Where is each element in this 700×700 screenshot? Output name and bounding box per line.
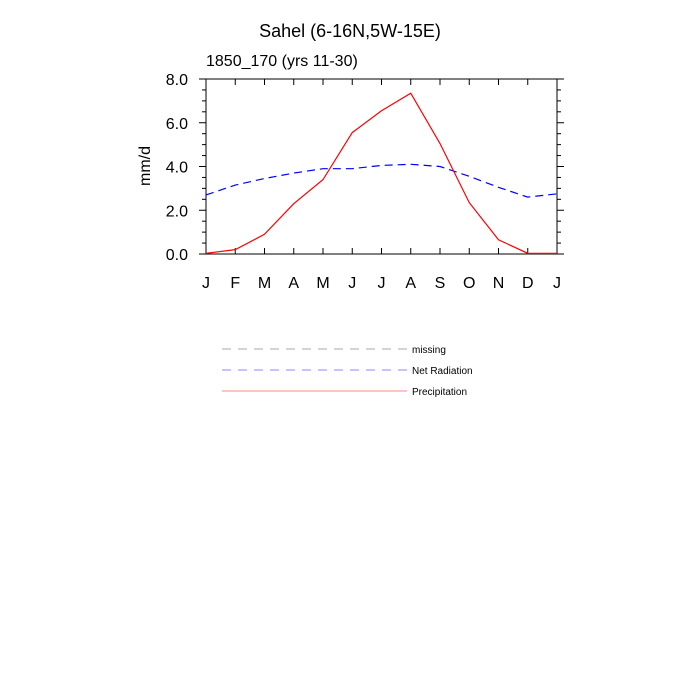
y-tick-label: 4.0 <box>166 160 188 177</box>
axis-ticks <box>199 78 564 255</box>
x-tick-label: J <box>553 275 561 292</box>
plot-frame <box>205 78 558 255</box>
legend-label-missing: missing <box>412 345 446 356</box>
y-tick-label: 6.0 <box>166 116 188 133</box>
y-tick-label: 2.0 <box>166 203 188 220</box>
x-tick-label: J <box>202 275 210 292</box>
legend-label-precipitation: Precipitation <box>412 387 467 398</box>
y-tick-label: 8.0 <box>166 72 188 89</box>
legend: missing Net Radiation Precipitation <box>222 345 473 398</box>
x-tick-label: J <box>378 275 386 292</box>
x-tick-label: A <box>405 275 416 292</box>
x-tick-label: D <box>522 275 534 292</box>
series-lines <box>205 92 558 254</box>
x-tick-label: M <box>316 275 329 292</box>
y-axis-label: mm/d <box>137 146 154 186</box>
x-tick-label: N <box>493 275 505 292</box>
x-tick-label: O <box>463 275 475 292</box>
legend-label-net-radiation: Net Radiation <box>412 366 473 377</box>
series-line-precipitation <box>205 92 557 254</box>
x-tick-label: A <box>288 275 299 292</box>
y-tick-label: 0.0 <box>166 247 188 264</box>
y-tick-labels: 0.0 2.0 4.0 6.0 8.0 <box>166 72 188 264</box>
x-tick-label: M <box>258 275 271 292</box>
chart-title: Sahel (6-16N,5W-15E) <box>259 21 441 41</box>
x-tick-label: F <box>230 275 240 292</box>
x-tick-label: J <box>348 275 356 292</box>
chart-subtitle: 1850_170 (yrs 11-30) <box>206 53 358 70</box>
x-tick-label: S <box>435 275 446 292</box>
series-line-net-radiation <box>205 163 558 198</box>
